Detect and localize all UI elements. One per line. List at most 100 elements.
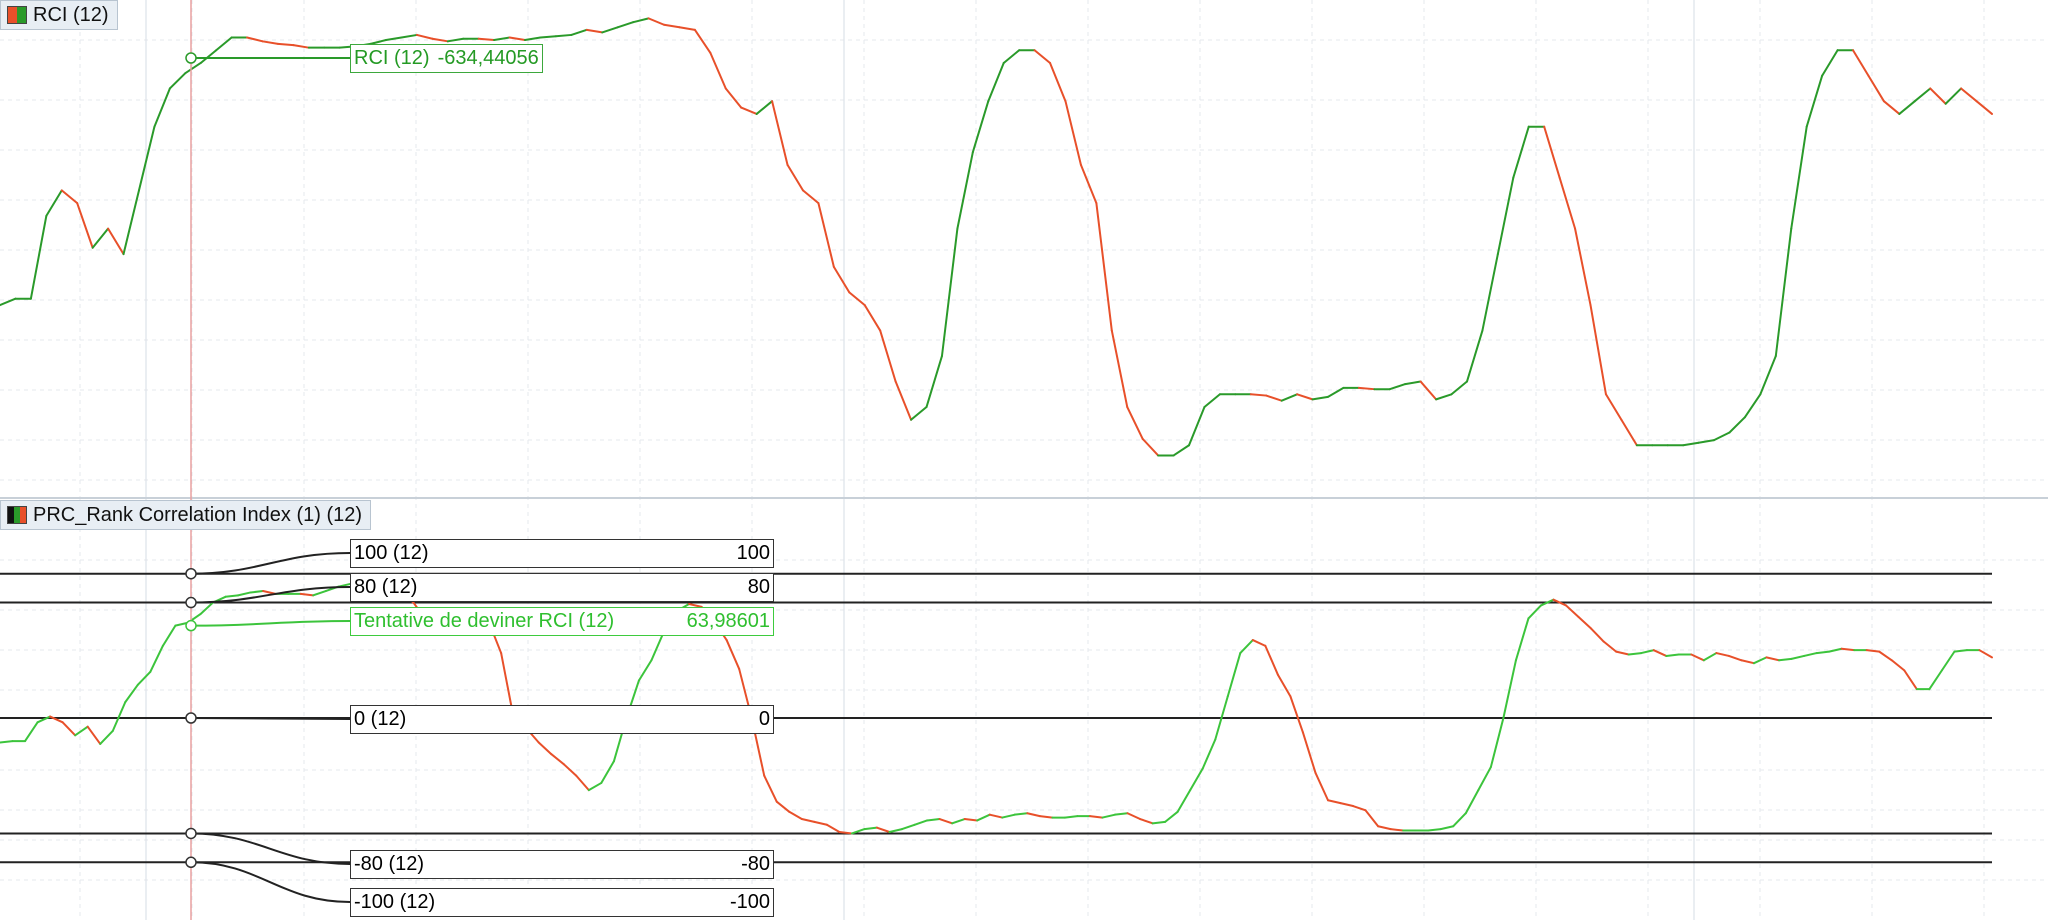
prc-line-segment: [913, 819, 929, 826]
prc-line-segment: [575, 774, 590, 792]
prc-line-segment: [850, 828, 866, 835]
rci-line-segment: [431, 37, 449, 43]
rci-line-segment: [1728, 416, 1746, 434]
rci-line-segment: [832, 265, 851, 294]
prc-line-segment: [1063, 815, 1079, 819]
rci-line-segment: [122, 189, 140, 256]
prc-cursor-tag: Tentative de deviner RCI (12) 63,98601: [350, 607, 774, 636]
prc-line-segment: [1164, 810, 1179, 823]
rci-line-segment: [1296, 393, 1314, 401]
rci-line-segment: [879, 329, 897, 383]
prc-line-segment: [838, 831, 853, 835]
prc-line-segment: [863, 826, 878, 831]
prc-line-segment: [224, 594, 240, 598]
level-leader-line: [190, 552, 351, 575]
rci-line-segment: [1944, 87, 1963, 105]
level-name: 0 (12): [354, 708, 407, 730]
prc-line-segment: [1301, 731, 1317, 774]
prc-line-segment: [149, 644, 164, 673]
rci-line-segment: [740, 106, 758, 115]
rci-line-segment: [971, 100, 990, 154]
rci-line-segment: [415, 33, 434, 40]
prc-line-segment: [1377, 825, 1392, 831]
rci-line-segment: [508, 36, 527, 42]
rci-line-segment: [539, 35, 557, 39]
rci-line-segment: [1759, 355, 1777, 396]
prc-line-segment: [788, 810, 803, 821]
rci-pane-tab[interactable]: RCI (12): [0, 0, 118, 30]
prc-line-segment: [1840, 647, 1856, 652]
level-value: 100: [736, 542, 770, 564]
rci-line-segment: [168, 72, 187, 90]
prc-line-segment: [1778, 657, 1793, 662]
rci-line-segment: [1589, 304, 1607, 396]
rci-line-segment: [60, 189, 79, 205]
prc-line-segment: [1565, 604, 1580, 618]
rci-line-segment: [1172, 444, 1191, 457]
rci-line-segment: [369, 39, 388, 45]
prc-line-segment: [1577, 615, 1593, 630]
rci-line-segment: [246, 36, 264, 43]
rci-line-segment: [1265, 394, 1283, 402]
prc-line-segment: [1790, 654, 1806, 660]
prc-line-segment: [1088, 815, 1104, 819]
rci-line-segment: [493, 36, 511, 42]
prc-line-segment: [1765, 656, 1781, 662]
prc-line-segment: [1464, 789, 1480, 815]
level-name: -80 (12): [354, 853, 425, 875]
prc-line-segment: [562, 763, 578, 777]
prc-line-segment: [199, 601, 214, 616]
prc-line-segment: [1903, 669, 1918, 691]
rci-line-segment: [585, 28, 604, 34]
level-leader-line: [190, 861, 351, 903]
rci-line-segment: [292, 44, 310, 49]
rci-line-segment: [1713, 431, 1731, 442]
prc-line-segment: [1339, 802, 1355, 808]
prc-line-segment: [1940, 650, 1956, 672]
prc-line-segment: [1865, 649, 1881, 653]
rci-line-segment: [1049, 61, 1067, 103]
prc-line-segment: [875, 826, 891, 833]
prc-line-segment: [637, 659, 653, 682]
rci-line-segment: [400, 33, 418, 39]
prc-line-segment: [1427, 828, 1442, 832]
prc-line-segment: [1176, 789, 1192, 813]
prc-line-segment: [1652, 649, 1668, 657]
prc-pane-tab[interactable]: PRC_Rank Correlation Index (1) (12): [0, 500, 372, 530]
prc-line-segment: [249, 590, 265, 594]
prc-line-segment: [1702, 652, 1718, 662]
rci-line-segment: [940, 227, 959, 358]
prc-line-segment: [951, 818, 966, 825]
rci-line-segment: [1867, 74, 1885, 103]
rci-line-segment: [910, 406, 928, 421]
rci-line-segment: [1960, 87, 1978, 103]
level-value: -80: [741, 853, 770, 875]
rci-line-segment: [477, 37, 496, 42]
rci-line-segment: [385, 36, 403, 42]
prc-line-segment: [36, 715, 52, 724]
rci-line-segment: [215, 36, 233, 52]
level-name: -100 (12): [354, 891, 436, 913]
prc-line-segment: [237, 591, 252, 597]
prc-line-segment: [1715, 652, 1730, 657]
rci-line-segment: [1821, 49, 1839, 77]
level-tag-0: 0 (12) 0: [350, 705, 774, 734]
prc-line-segment: [1264, 644, 1279, 676]
rci-line-segment: [1512, 125, 1530, 179]
prc-line-segment: [61, 721, 77, 737]
level-name: 100 (12): [354, 542, 429, 564]
prc-line-segment: [1026, 812, 1041, 818]
rci-line-segment: [1743, 393, 1762, 419]
rci-line-segment: [1079, 163, 1098, 205]
rci-line-segment: [1033, 49, 1052, 64]
prc-leader-line: [190, 620, 351, 627]
prc-line-segment: [1139, 818, 1154, 825]
rci-line-segment: [0, 297, 17, 307]
prc-line-segment: [1803, 652, 1818, 657]
rci-line-segment: [1604, 393, 1623, 421]
prc-line-segment: [1690, 653, 1705, 662]
prc-line-segment: [111, 701, 127, 732]
rci-line-segment: [45, 189, 63, 217]
prc-line-segment: [976, 813, 991, 822]
